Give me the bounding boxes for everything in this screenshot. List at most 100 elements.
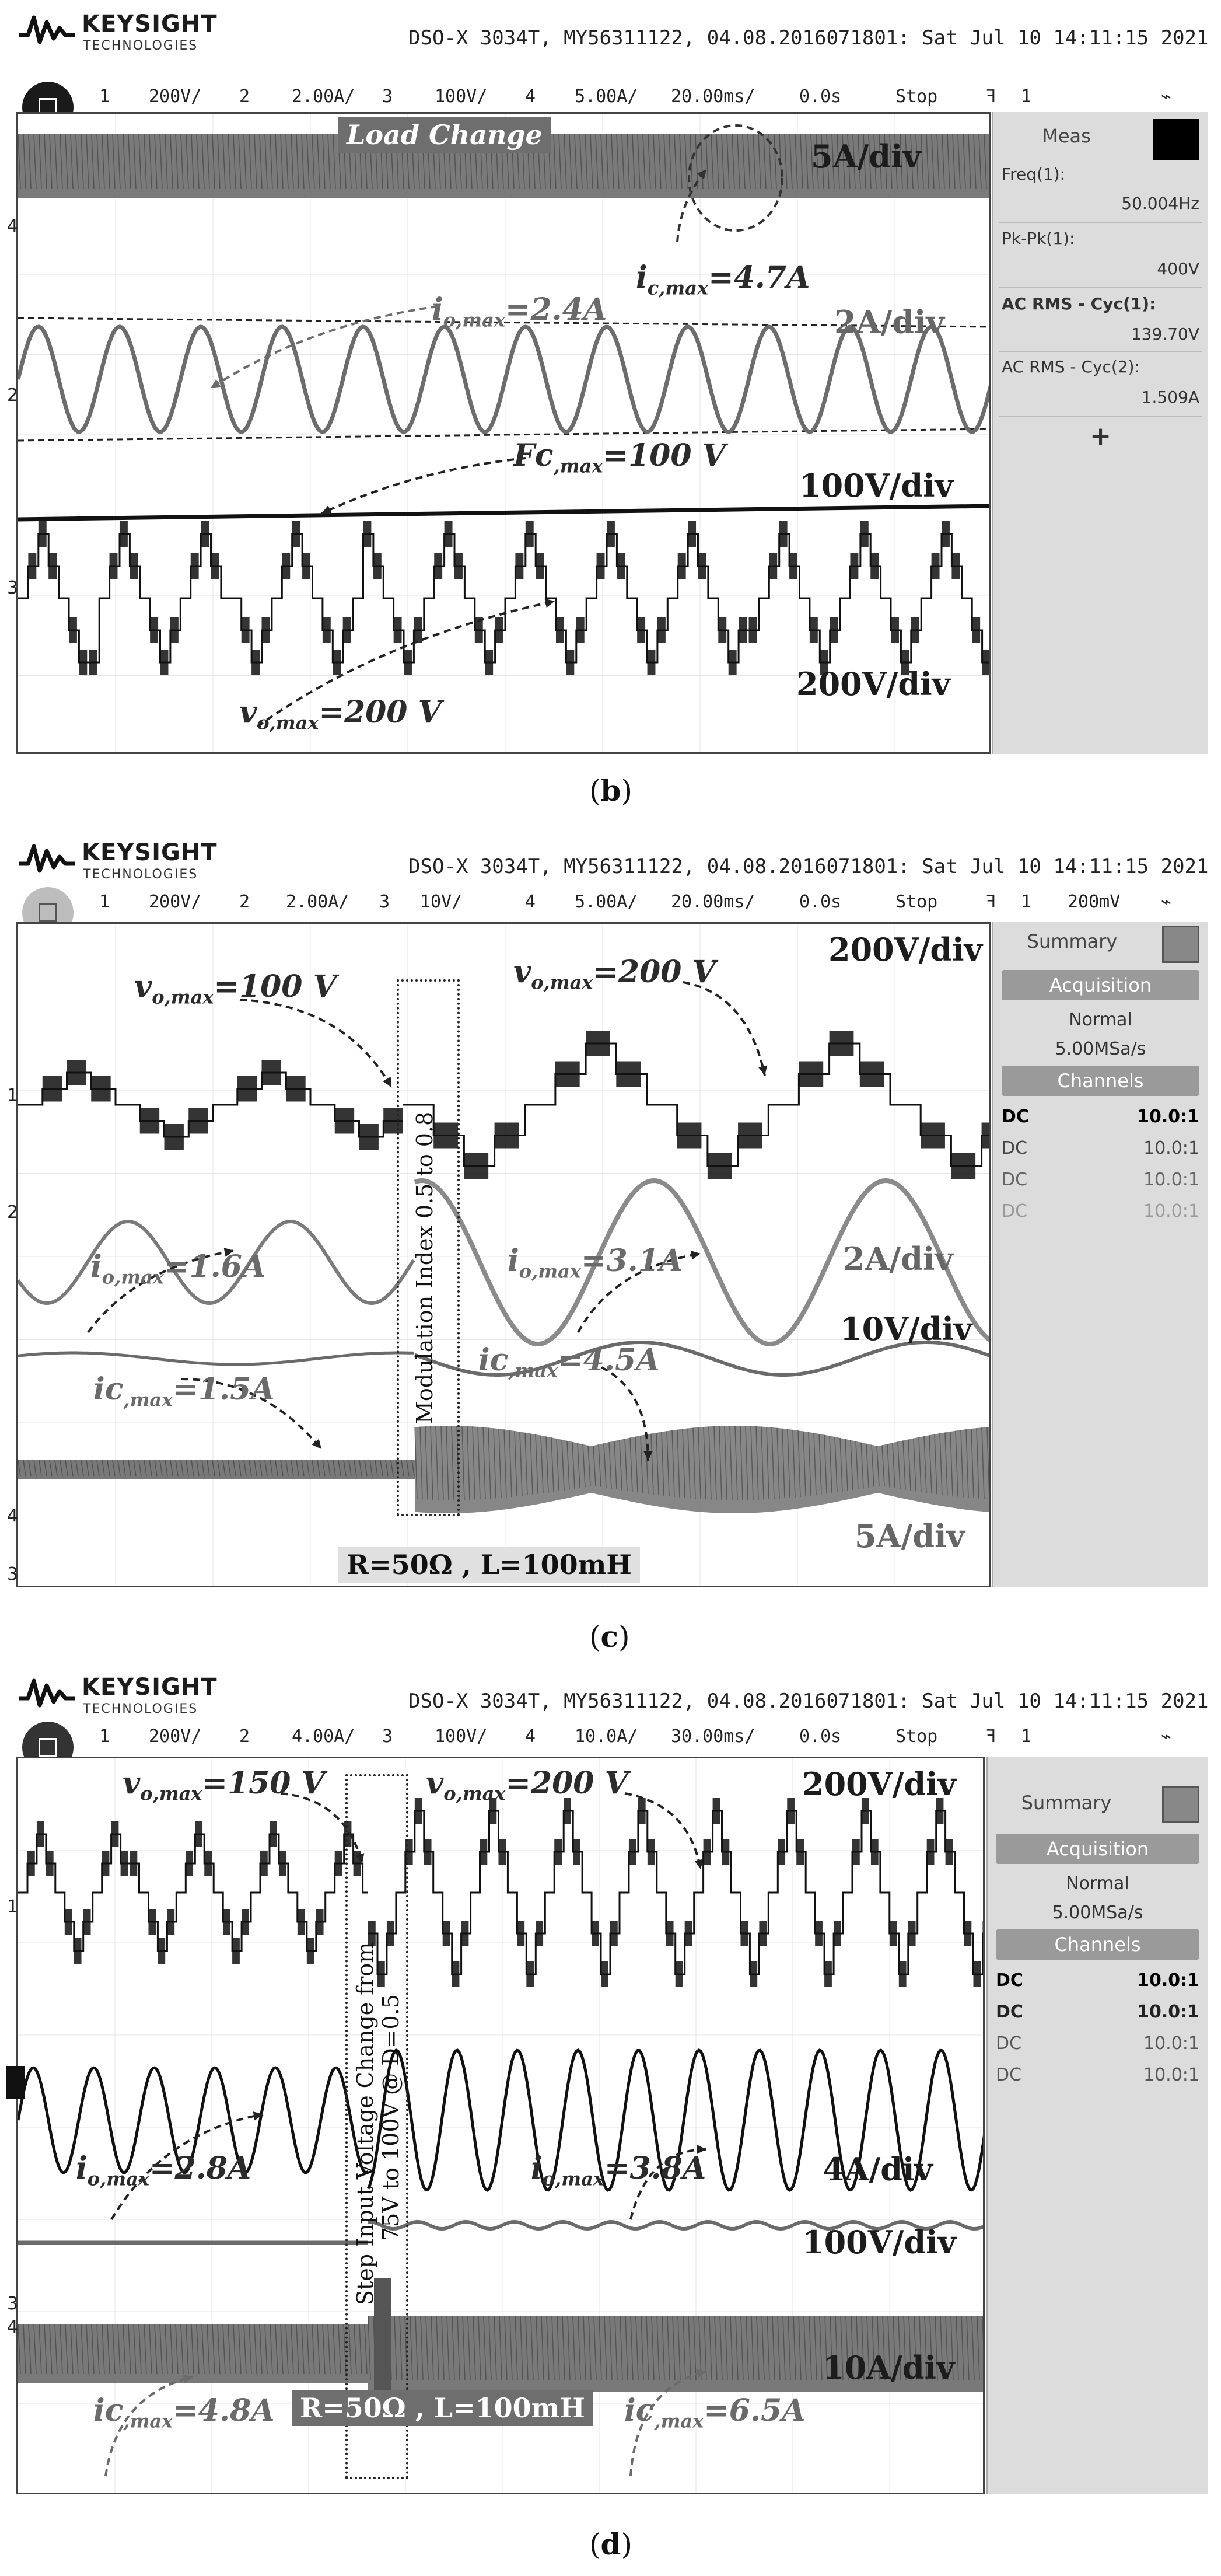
- ch2-number[interactable]: 2: [239, 892, 250, 912]
- ch4-number[interactable]: 4: [525, 892, 536, 912]
- ripple-line: [509, 2315, 513, 2380]
- sidebar-title[interactable]: Meas: [1042, 125, 1091, 147]
- ripple-line: [270, 1460, 273, 1477]
- arrow-head: [697, 169, 706, 180]
- figure-caption: (b): [589, 773, 632, 808]
- ch3-scale[interactable]: 100V/: [435, 86, 488, 107]
- ch3-scale[interactable]: 100V/: [435, 1726, 488, 1747]
- ripple-line: [18, 134, 21, 189]
- ripple-line: [333, 1460, 336, 1477]
- sidebar-title[interactable]: Summary: [1027, 930, 1118, 952]
- envelope-line: [18, 317, 989, 328]
- run-state[interactable]: Stop: [895, 892, 938, 912]
- ripple-line: [852, 134, 856, 189]
- ripple-line: [851, 2315, 854, 2380]
- ch3-number[interactable]: 3: [382, 1726, 393, 1747]
- ripple-line: [646, 2315, 649, 2380]
- trigger-level[interactable]: 200mV: [1068, 892, 1121, 912]
- ch4-scale[interactable]: 10.0A/: [575, 1726, 638, 1747]
- trigger-source[interactable]: 1: [1021, 1726, 1032, 1747]
- run-state[interactable]: Stop: [895, 1726, 938, 1747]
- ripple-line: [249, 134, 252, 189]
- channels-header[interactable]: Channels: [996, 1929, 1199, 1960]
- ripple-line: [399, 2315, 403, 2380]
- ripple-line: [860, 1442, 864, 1489]
- ripple-line: [845, 2315, 849, 2380]
- ch2-scale[interactable]: 4.00A/: [292, 1726, 355, 1747]
- sidebar-menu-icon[interactable]: [1162, 926, 1199, 963]
- ripple-line: [259, 1460, 263, 1477]
- trigger-source[interactable]: 1: [1021, 86, 1032, 107]
- sidebar-title[interactable]: Summary: [1021, 1792, 1112, 1814]
- ripple-line: [606, 134, 609, 189]
- ripple-line: [359, 2324, 362, 2375]
- ch2-scale[interactable]: 2.00A/: [286, 892, 349, 912]
- timebase[interactable]: 30.00ms/: [671, 1726, 755, 1747]
- ripple-line: [800, 134, 803, 189]
- ripple-line: [711, 134, 714, 189]
- ripple-line: [23, 2324, 26, 2375]
- ripple-line: [317, 1460, 320, 1477]
- ripple-line: [133, 1460, 137, 1477]
- ripple-line: [96, 2324, 100, 2375]
- add-measurement-button[interactable]: +: [1090, 421, 1111, 451]
- ch2-number[interactable]: 2: [239, 1726, 250, 1747]
- ch4-scale[interactable]: 5.00A/: [575, 86, 638, 107]
- ripple-line: [249, 2324, 252, 2375]
- channels-header[interactable]: Channels: [1002, 1066, 1199, 1096]
- ripple-line: [430, 1426, 433, 1500]
- ripple-line: [805, 134, 809, 189]
- ch1-scale[interactable]: 200V/: [149, 1726, 202, 1747]
- ch1-number[interactable]: 1: [99, 86, 110, 107]
- ripple-line: [902, 1440, 906, 1490]
- ch2-number[interactable]: 2: [239, 86, 250, 107]
- ripple-line: [742, 134, 746, 189]
- ch1-number[interactable]: 1: [99, 892, 110, 912]
- ch1-number[interactable]: 1: [99, 1726, 110, 1747]
- delay[interactable]: 0.0s: [799, 86, 842, 107]
- acquisition-header[interactable]: Acquisition: [1002, 970, 1199, 1000]
- ch3-number[interactable]: 3: [379, 892, 390, 912]
- timebase[interactable]: 20.00ms/: [671, 892, 755, 912]
- dc-voltage-trace-after: [368, 2219, 983, 2231]
- ripple-line: [751, 2315, 754, 2380]
- delay[interactable]: 0.0s: [799, 1726, 842, 1747]
- ch2-scale[interactable]: 2.00A/: [292, 86, 355, 107]
- ripple-line: [692, 1427, 696, 1499]
- ripple-line: [128, 2324, 131, 2375]
- ripple-line: [75, 134, 79, 189]
- ch3-number[interactable]: 3: [382, 86, 393, 107]
- waveform-area: [18, 924, 989, 1586]
- ripple-line: [944, 1432, 948, 1496]
- ripple-line: [648, 134, 651, 189]
- ripple-line: [196, 2324, 200, 2375]
- trigger-source[interactable]: 1: [1021, 892, 1032, 912]
- annotation-ic-max-before: ic,max=4.8A: [93, 2393, 275, 2432]
- acquisition-header[interactable]: Acquisition: [996, 1834, 1199, 1864]
- ch1-scale[interactable]: 200V/: [149, 86, 202, 107]
- ch1-scale[interactable]: 200V/: [149, 892, 202, 912]
- sidebar-menu-icon[interactable]: [1162, 1786, 1199, 1823]
- sample-rate: 5.00MSa/s: [1052, 1903, 1143, 1923]
- arrow-head: [183, 2375, 193, 2384]
- ripple-line: [170, 134, 173, 189]
- ch4-number[interactable]: 4: [525, 1726, 536, 1747]
- output-voltage-trace-after: [368, 1810, 983, 1975]
- ripple-line: [312, 2324, 315, 2375]
- run-state[interactable]: Stop: [895, 86, 938, 107]
- ripple-line: [180, 1460, 184, 1477]
- transition-window-box: [345, 1774, 408, 2479]
- ripple-line: [264, 1460, 268, 1477]
- ripple-line: [787, 1429, 790, 1498]
- timebase[interactable]: 20.00ms/: [671, 86, 755, 107]
- sidebar-close-button[interactable]: [1153, 119, 1199, 160]
- ripple-line: [457, 2315, 460, 2380]
- ripple-line: [233, 134, 236, 189]
- ch4-number[interactable]: 4: [525, 86, 536, 107]
- ch2-marker: 2: [7, 1202, 19, 1223]
- ripple-line: [503, 1429, 507, 1498]
- ripple-line: [658, 134, 662, 189]
- delay[interactable]: 0.0s: [799, 892, 842, 912]
- ch3-scale[interactable]: 10V/: [420, 892, 463, 912]
- ch4-scale[interactable]: 5.00A/: [575, 892, 638, 912]
